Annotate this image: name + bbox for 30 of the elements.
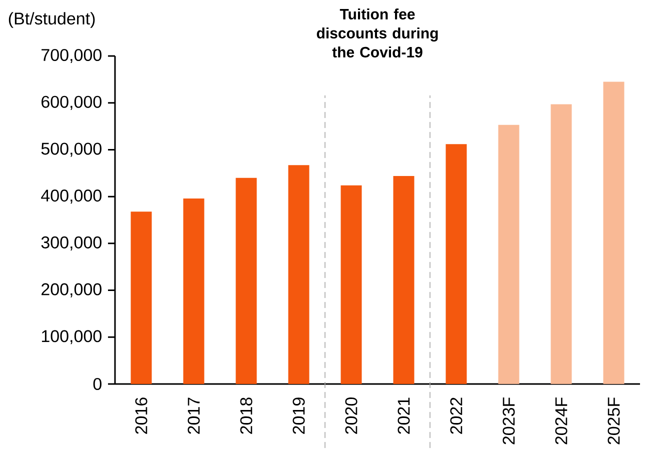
- x-tick-label: 2017: [188, 398, 200, 434]
- bar: [603, 82, 624, 384]
- bar: [393, 176, 414, 384]
- y-tick-label: 100,000: [42, 330, 102, 344]
- y-tick-label: 400,000: [41, 190, 102, 204]
- y-axis-title: (Bt/student): [8, 12, 95, 28]
- y-tick-label: 200,000: [42, 283, 102, 298]
- y-tick-label: 600,000: [42, 96, 102, 110]
- x-tick-label: 2021: [398, 398, 410, 434]
- x-tick-label: 2019: [292, 398, 305, 434]
- bar: [130, 212, 152, 384]
- x-tick-label: 2018: [240, 398, 252, 434]
- bar: [288, 165, 310, 384]
- bar: [498, 124, 520, 384]
- y-tick-label: 700,000: [42, 48, 102, 64]
- bar: [446, 144, 467, 384]
- annotation: Tuition fee discounts during the Covid-19: [316, 8, 438, 58]
- bar: [183, 198, 204, 384]
- x-tick-label: 2016: [135, 398, 148, 434]
- x-tick-label: 2020: [345, 398, 358, 434]
- x-tick-label: 2025F: [608, 398, 620, 444]
- bar: [340, 185, 362, 384]
- bar: [236, 178, 257, 384]
- bar: [550, 104, 572, 384]
- y-tick-label: 300,000: [41, 236, 102, 250]
- y-tick-label: 500,000: [41, 142, 102, 157]
- x-tick-label: 2024F: [555, 398, 568, 444]
- x-tick-label: 2023F: [502, 398, 515, 444]
- x-tick-label: 2022: [450, 398, 462, 434]
- y-tick-label: 0: [93, 378, 102, 390]
